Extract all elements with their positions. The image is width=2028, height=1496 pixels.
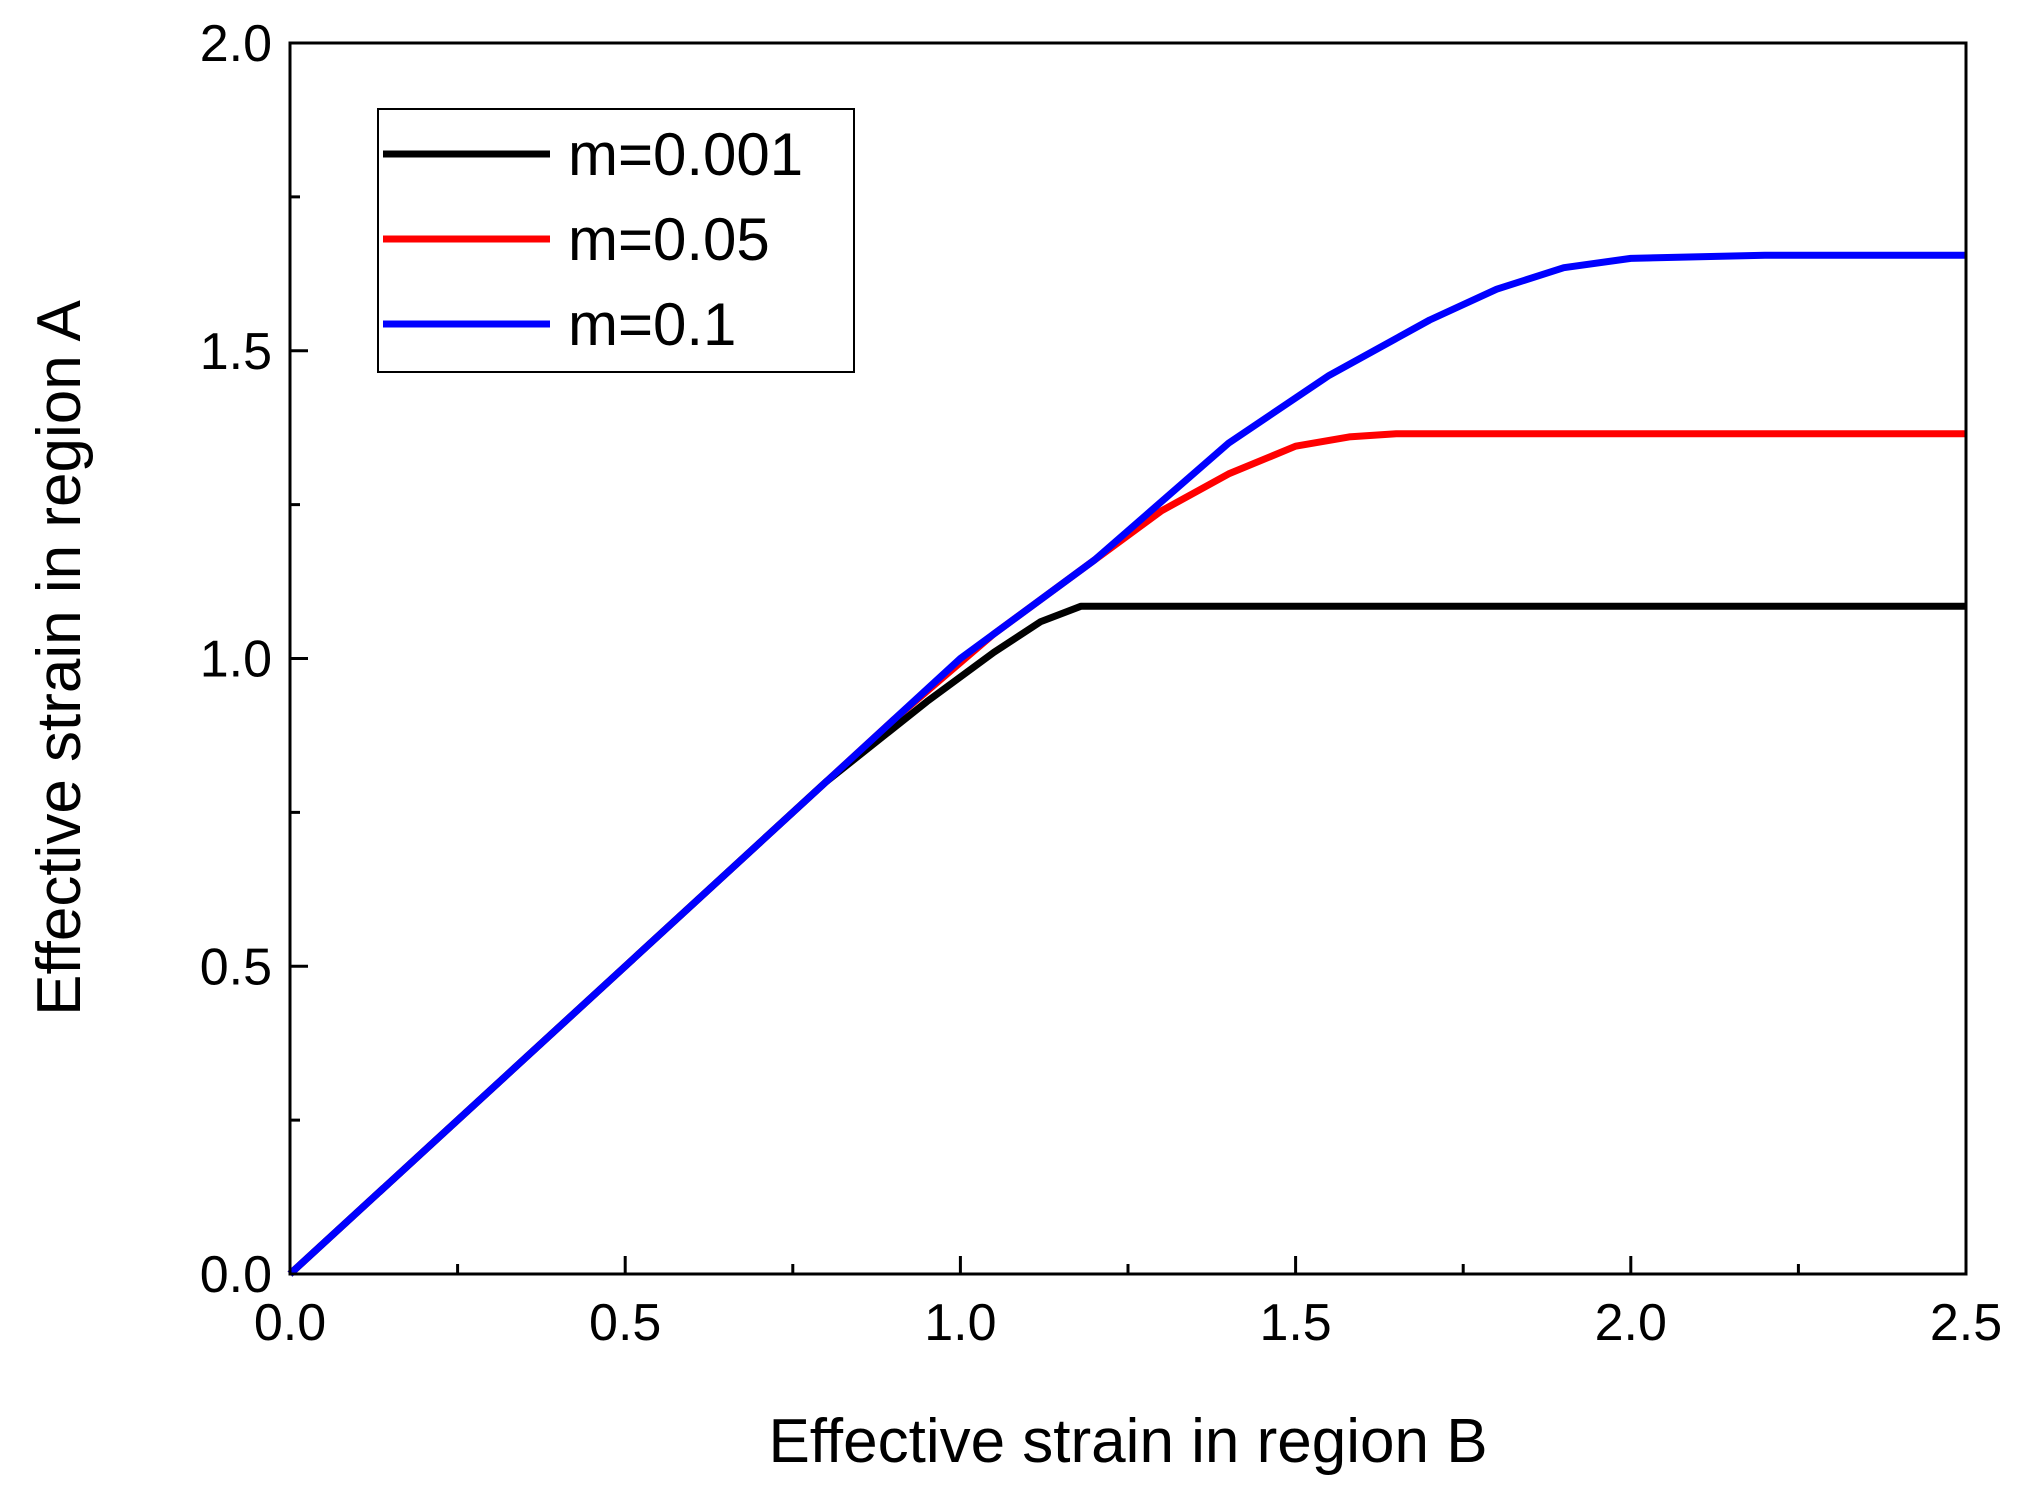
series-line-m-0-1 xyxy=(287,251,1966,1277)
y-tick-label: 0.0 xyxy=(200,1246,272,1304)
legend-label: m=0.05 xyxy=(568,206,770,273)
y-axis-title: Effective strain in region A xyxy=(25,300,94,1016)
legend-label: m=0.001 xyxy=(568,121,803,188)
x-axis-title: Effective strain in region B xyxy=(768,1407,1487,1476)
x-tick-label: 1.0 xyxy=(924,1294,996,1352)
y-tick-label: 1.5 xyxy=(200,323,272,381)
x-tick-label: 0.5 xyxy=(589,1294,661,1352)
legend: m=0.001 m=0.05 m=0.1 xyxy=(377,108,855,373)
tick-labels: 0.0 0.5 1.0 1.5 2.0 2.5 0.0 0.5 1.0 1.5 2.0 xyxy=(200,15,2002,1352)
y-tick-label: 1.0 xyxy=(200,631,272,689)
x-tick-label: 2.0 xyxy=(1595,1294,1667,1352)
y-tick-label: 0.5 xyxy=(200,938,272,996)
axis-ticks xyxy=(288,41,1968,1276)
plot-frame xyxy=(288,41,1968,1276)
legend-label: m=0.1 xyxy=(568,291,736,358)
y-tick-label: 2.0 xyxy=(200,15,272,73)
x-tick-label: 2.5 xyxy=(1930,1294,2002,1352)
x-tick-label: 1.5 xyxy=(1259,1294,1331,1352)
x-tick-label: 0.0 xyxy=(254,1294,326,1352)
series-lines xyxy=(287,251,1966,1277)
